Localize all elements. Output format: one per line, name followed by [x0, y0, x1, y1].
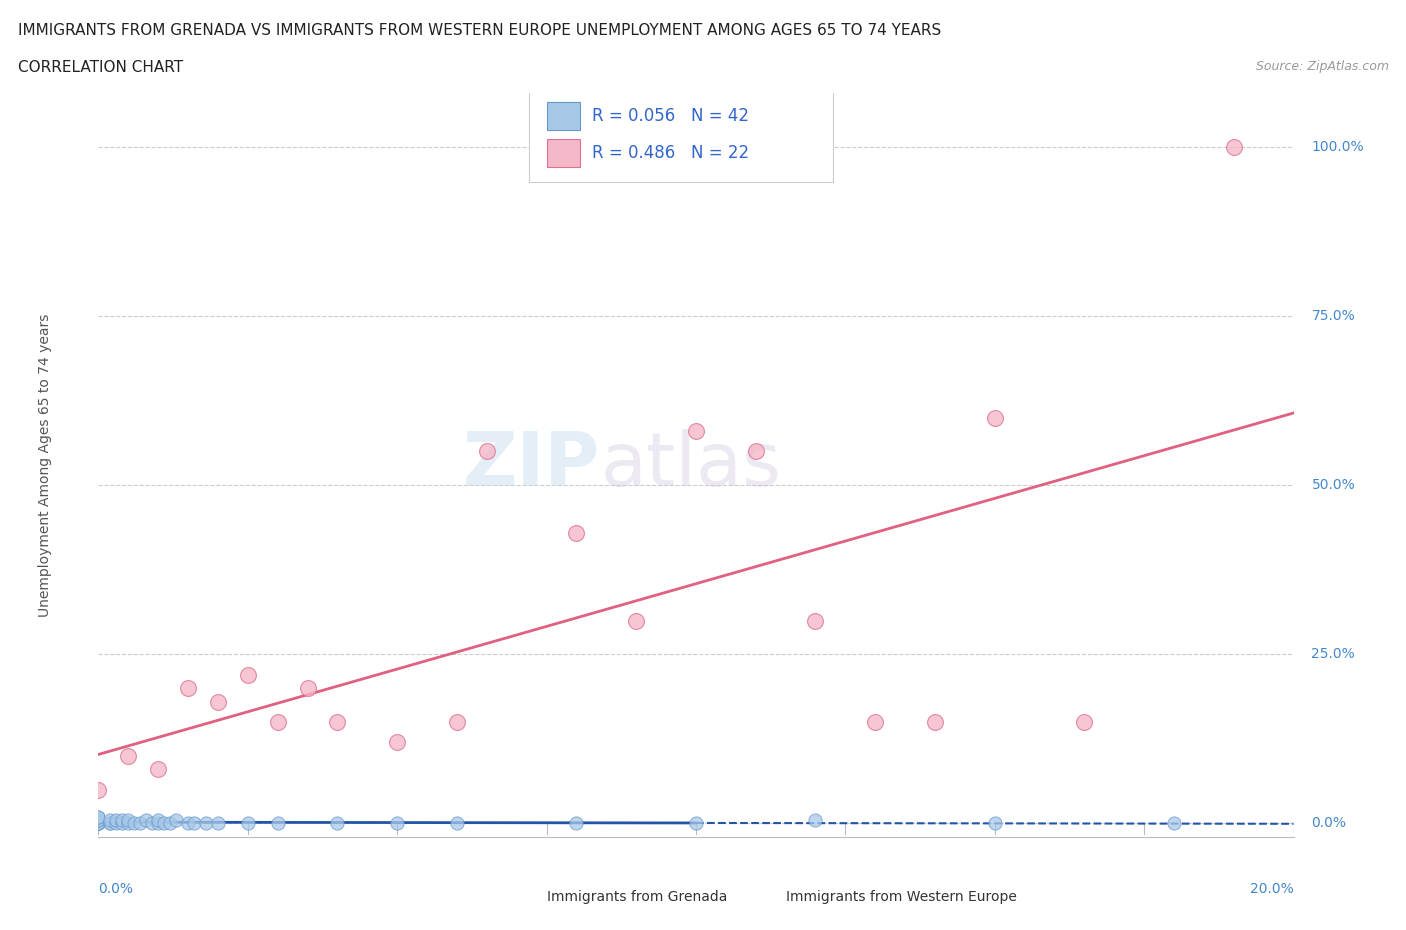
Point	[148, 816, 170, 830]
Point	[1073, 714, 1095, 729]
Text: 0.0%: 0.0%	[98, 882, 134, 896]
Point	[624, 613, 647, 628]
Point	[148, 813, 170, 828]
Text: 100.0%: 100.0%	[1312, 140, 1364, 154]
Point	[385, 735, 409, 750]
Point	[236, 816, 259, 830]
Point	[117, 813, 139, 828]
Point	[87, 813, 110, 828]
Point	[105, 816, 128, 830]
Point	[326, 714, 349, 729]
Text: atlas: atlas	[600, 429, 782, 501]
Point	[129, 816, 152, 830]
Point	[446, 714, 468, 729]
Point	[446, 816, 468, 830]
Text: Immigrants from Grenada: Immigrants from Grenada	[547, 889, 727, 904]
Point	[159, 816, 181, 830]
Point	[1223, 140, 1246, 154]
Point	[183, 816, 205, 830]
Point	[153, 816, 176, 830]
Text: IMMIGRANTS FROM GRENADA VS IMMIGRANTS FROM WESTERN EUROPE UNEMPLOYMENT AMONG AGE: IMMIGRANTS FROM GRENADA VS IMMIGRANTS FR…	[18, 23, 942, 38]
Point	[804, 813, 827, 828]
FancyBboxPatch shape	[515, 887, 540, 910]
Point	[983, 410, 1005, 425]
Point	[124, 816, 146, 830]
Text: 25.0%: 25.0%	[1312, 647, 1355, 661]
Point	[148, 762, 170, 777]
Text: Immigrants from Western Europe: Immigrants from Western Europe	[786, 889, 1017, 904]
Point	[267, 816, 290, 830]
Point	[1163, 816, 1185, 830]
Point	[565, 816, 588, 830]
Point	[804, 613, 827, 628]
Point	[87, 816, 110, 830]
Point	[983, 816, 1005, 830]
Text: 75.0%: 75.0%	[1312, 309, 1355, 324]
Text: R = 0.486   N = 22: R = 0.486 N = 22	[592, 144, 749, 162]
Text: CORRELATION CHART: CORRELATION CHART	[18, 60, 183, 75]
Point	[267, 714, 290, 729]
Point	[117, 816, 139, 830]
Point	[87, 813, 110, 828]
FancyBboxPatch shape	[754, 887, 779, 910]
Point	[194, 816, 218, 830]
Point	[87, 816, 110, 830]
Point	[207, 816, 229, 830]
Point	[326, 816, 349, 830]
FancyBboxPatch shape	[547, 102, 581, 130]
FancyBboxPatch shape	[529, 89, 834, 182]
Point	[98, 813, 122, 828]
Text: 50.0%: 50.0%	[1312, 478, 1355, 492]
Point	[87, 816, 110, 830]
Point	[745, 444, 768, 458]
Point	[297, 681, 319, 696]
Text: R = 0.056   N = 42: R = 0.056 N = 42	[592, 107, 749, 125]
Point	[87, 809, 110, 824]
Point	[685, 424, 707, 439]
Point	[385, 816, 409, 830]
Text: ZIP: ZIP	[463, 429, 600, 501]
FancyBboxPatch shape	[547, 140, 581, 167]
Point	[111, 813, 134, 828]
Point	[685, 816, 707, 830]
Text: Source: ZipAtlas.com: Source: ZipAtlas.com	[1256, 60, 1389, 73]
Point	[565, 525, 588, 540]
Point	[105, 813, 128, 828]
Point	[98, 816, 122, 830]
Point	[177, 681, 200, 696]
Point	[117, 749, 139, 764]
Point	[924, 714, 946, 729]
Point	[165, 813, 187, 828]
Point	[177, 816, 200, 830]
Text: Unemployment Among Ages 65 to 74 years: Unemployment Among Ages 65 to 74 years	[38, 313, 52, 617]
Point	[87, 809, 110, 824]
Text: 20.0%: 20.0%	[1250, 882, 1294, 896]
Point	[111, 816, 134, 830]
Point	[87, 816, 110, 830]
Point	[87, 782, 110, 797]
Point	[141, 816, 163, 830]
Point	[87, 816, 110, 830]
Point	[98, 816, 122, 830]
Point	[865, 714, 887, 729]
Point	[475, 444, 498, 458]
Point	[87, 816, 110, 830]
Point	[207, 695, 229, 710]
Point	[135, 813, 157, 828]
Text: 0.0%: 0.0%	[1312, 817, 1347, 830]
Point	[236, 667, 259, 682]
